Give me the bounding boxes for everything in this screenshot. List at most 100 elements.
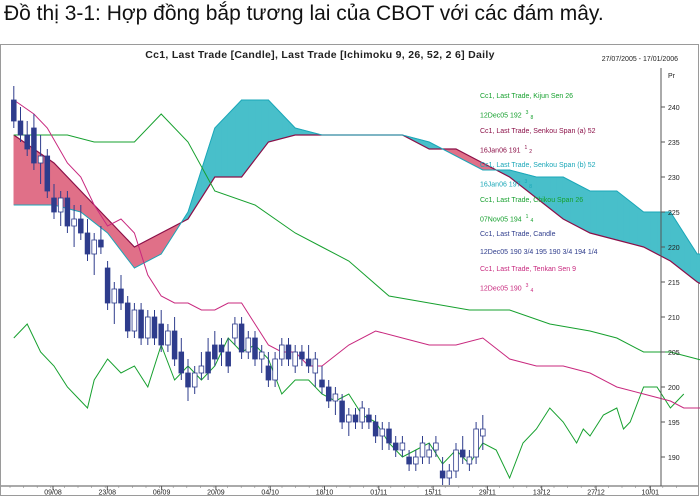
candle-body xyxy=(439,470,446,479)
legend-entry-text: Cc1, Last Trade, Senkou Span (a) 52 xyxy=(480,127,596,135)
legend-fraction-num: 3 xyxy=(524,179,528,186)
candle-body xyxy=(238,323,245,353)
cloud-segment xyxy=(140,239,149,265)
candle-body xyxy=(91,239,97,255)
candle-body xyxy=(44,155,51,192)
y-tick-label: 220 xyxy=(668,245,680,252)
page-heading: Đồ thị 3-1: Hợp đồng bắp tương lai của C… xyxy=(4,2,604,25)
cloud-segment xyxy=(696,253,700,284)
legend-entry-text: Cc1, Last Trade, Senkou Span (b) 52 xyxy=(480,162,596,170)
legend-entry-text: 12Dec05 190 3/4 195 190 3/4 194 1/4 xyxy=(480,248,598,256)
x-tick-label: 18/10 xyxy=(316,490,334,497)
candle-body xyxy=(312,358,319,374)
cloud-segment xyxy=(221,113,229,178)
legend-entry: 16Jan06 191 12 xyxy=(480,140,598,157)
cloud-segment xyxy=(227,106,236,178)
candle-body xyxy=(372,421,379,437)
candle-body xyxy=(453,449,459,472)
candle-body xyxy=(11,99,17,122)
cloud-segment xyxy=(683,231,691,278)
candle-body xyxy=(379,428,386,437)
candle-body xyxy=(386,428,392,444)
candle-body xyxy=(480,428,486,437)
x-tick-label: 06/09 xyxy=(153,490,171,497)
legend-fraction-den: 8 xyxy=(529,183,533,190)
candle-body xyxy=(292,351,298,367)
candle-body xyxy=(118,288,124,304)
chart-date-range: 27/07/2005 - 17/01/2006 xyxy=(601,56,678,63)
cloud-segment xyxy=(134,243,142,269)
candle-body xyxy=(459,449,466,458)
candle-body xyxy=(339,400,345,423)
candle-body xyxy=(78,218,84,234)
cloud-segment xyxy=(254,99,263,161)
legend-entry: 12Dec05 190 3/4 195 190 3/4 194 1/4 xyxy=(480,244,598,261)
candle-body xyxy=(218,344,225,353)
y-tick-label: 210 xyxy=(668,315,680,322)
candle-body xyxy=(24,134,30,150)
candle-body xyxy=(473,428,479,458)
legend-fraction-den: 8 xyxy=(530,114,534,121)
cloud-segment xyxy=(596,190,604,237)
candle-body xyxy=(17,120,24,136)
candle-body xyxy=(98,239,104,248)
candle-body xyxy=(37,155,44,164)
candle-body xyxy=(225,351,231,367)
senkou-span-a-line xyxy=(13,134,700,285)
x-tick-label: 04/10 xyxy=(261,490,279,497)
y-tick-label: 225 xyxy=(668,210,680,217)
legend-entry: 12Dec05 192 38 xyxy=(480,105,598,122)
y-tick-label: 235 xyxy=(668,140,680,147)
cloud-segment xyxy=(603,190,611,239)
candle-body xyxy=(84,232,91,255)
cloud-segment xyxy=(623,195,631,244)
cloud-segment xyxy=(649,211,658,255)
candle-body xyxy=(299,351,305,360)
candle-body xyxy=(178,351,185,374)
candle-body xyxy=(191,372,198,388)
candle-body xyxy=(272,358,278,381)
x-tick-label: 23/08 xyxy=(99,490,117,497)
candle-body xyxy=(198,365,205,374)
chart-legend: Cc1, Last Trade, Kijun Sen 26 12Dec05 192… xyxy=(480,88,598,296)
cloud-segment xyxy=(248,99,256,170)
candle-body xyxy=(111,288,118,304)
legend-entry: Cc1, Last Trade, Senkou Span (b) 52 xyxy=(480,157,598,174)
legend-entry: 16Jan06 197 38 xyxy=(480,174,598,191)
y-tick-label: 230 xyxy=(668,175,680,182)
candle-body xyxy=(366,414,372,423)
legend-entry: Cc1, Last Trade, Kijun Sen 26 xyxy=(480,88,598,105)
legend-entry-text: 12Dec05 192 xyxy=(480,112,522,120)
cloud-segment xyxy=(13,134,21,206)
candle-body xyxy=(359,407,365,423)
candle-body xyxy=(205,351,211,374)
cloud-segment xyxy=(616,190,624,243)
kijun-sen-line xyxy=(13,113,700,361)
indicator-lines xyxy=(13,99,700,480)
candle-body xyxy=(346,414,352,423)
chikou-span-line xyxy=(13,323,685,480)
cloud-segment xyxy=(154,232,162,258)
cloud-segment xyxy=(147,236,155,262)
candle-body xyxy=(131,309,138,332)
cloud-segment xyxy=(656,211,665,258)
legend-entry-text: Cc1, Last Trade, Candle xyxy=(480,231,556,239)
candle-body xyxy=(419,442,426,458)
candle-body xyxy=(145,316,151,339)
candle-body xyxy=(305,358,312,367)
legend-fraction-num: 1 xyxy=(524,144,528,151)
candle-body xyxy=(232,323,238,339)
legend-fraction-num: 3 xyxy=(525,283,529,290)
cloud-segment xyxy=(663,211,671,262)
cloud-segment xyxy=(20,139,28,206)
senkou-span-b-line xyxy=(13,99,700,269)
cloud-segment xyxy=(274,106,283,141)
candle-body xyxy=(279,344,285,360)
candle-body xyxy=(245,337,252,353)
x-tick-label: 20/09 xyxy=(207,490,225,497)
y-tick-label: 240 xyxy=(668,105,680,112)
legend-fraction-num: 3 xyxy=(525,110,529,117)
legend-entry-text: 16Jan06 197 xyxy=(480,181,521,189)
y-tick-label: 205 xyxy=(668,350,680,357)
